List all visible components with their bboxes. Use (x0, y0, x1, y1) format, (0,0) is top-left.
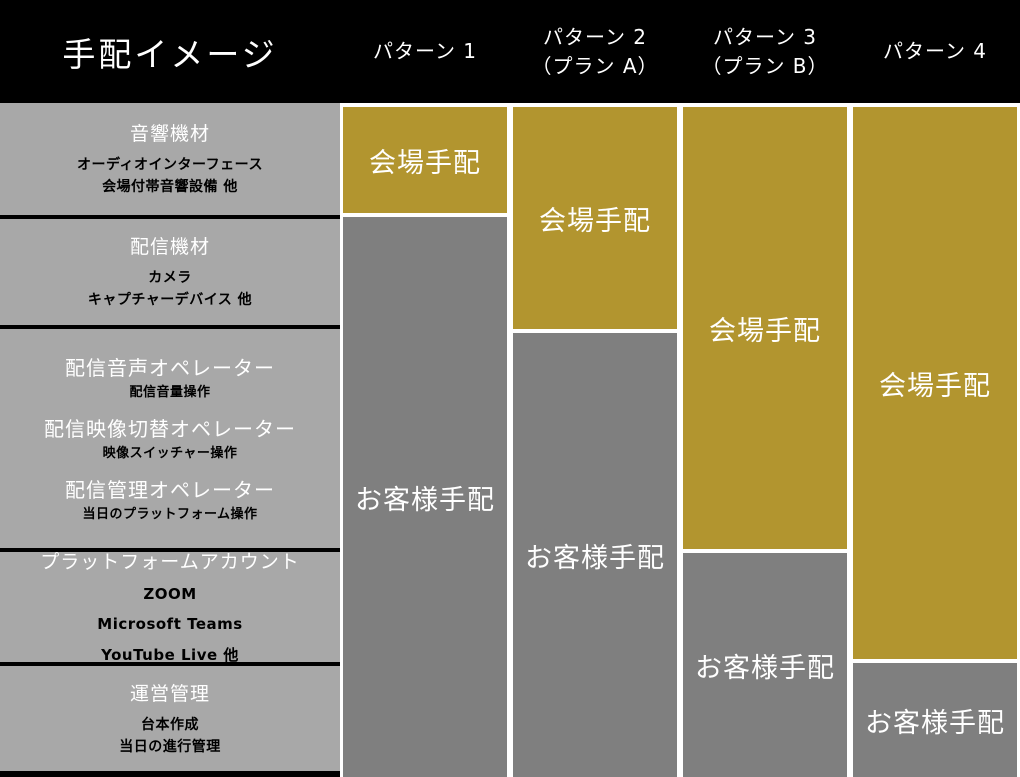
row-sub-item: YouTube Live 他 (101, 645, 239, 664)
pattern-2-venue-block: 会場手配 (513, 107, 677, 329)
row-sub-item: 台本作成 (141, 716, 199, 733)
pattern-1-header: パターン 1 (340, 0, 510, 103)
row-sub-item: キャプチャーデバイス 他 (87, 292, 253, 308)
pattern-4-label: パターン 4 (882, 39, 988, 63)
venue-block-label: 会場手配 (539, 205, 651, 237)
customer-block-label: お客様手配 (525, 542, 665, 574)
page-title: 手配イメージ (0, 0, 340, 103)
customer-block-label: お客様手配 (355, 484, 495, 516)
row-sub-item: 当日のプラットフォーム操作 (82, 507, 258, 523)
row-sub-item: ZOOM (143, 585, 197, 604)
venue-block-label: 会場手配 (879, 370, 991, 402)
row-sub-item: カメラ (148, 270, 192, 287)
row-operators: 配信音声オペレーター 配信音量操作 配信映像切替オペレーター 映像スイッチャー操… (0, 329, 340, 548)
row-heading: 配信機材 (129, 236, 210, 259)
pattern-2-label: パターン 2 (542, 24, 648, 49)
row-operations-management: 運営管理 台本作成 当日の進行管理 (0, 666, 340, 771)
row-audio-equipment: 音響機材 オーディオインターフェース 会場付帯音響設備 他 (0, 103, 340, 215)
row-sub-item: 当日の進行管理 (119, 738, 221, 755)
pattern-3-header: パターン 3 （プラン B） (680, 0, 850, 103)
pattern-1-venue-block: 会場手配 (343, 107, 507, 213)
row-platform-account: プラットフォームアカウント ZOOM Microsoft Teams YouTu… (0, 551, 340, 664)
pattern-4-header: パターン 4 (850, 0, 1020, 103)
operator-video-switch: 配信映像切替オペレーター 映像スイッチャー操作 (44, 413, 296, 464)
pattern-1-label: パターン 1 (372, 39, 478, 63)
pattern-3-customer-block: お客様手配 (683, 553, 847, 777)
customer-block-label: お客様手配 (865, 707, 1005, 739)
pattern-3-sublabel: （プラン B） (701, 53, 829, 78)
pattern-1-customer-block: お客様手配 (343, 217, 507, 777)
row-heading: 配信管理オペレーター (65, 478, 275, 503)
customer-block-label: お客様手配 (695, 652, 835, 684)
page-title-text: 手配イメージ (62, 34, 278, 74)
venue-block-label: 会場手配 (709, 315, 821, 347)
pattern-2-header: パターン 2 （プラン A） (510, 0, 680, 103)
pattern-2-sublabel: （プラン A） (531, 53, 659, 78)
venue-block-label: 会場手配 (369, 147, 481, 179)
row-sub-item: 会場付帯音響設備 他 (102, 179, 238, 195)
operator-management: 配信管理オペレーター 当日のプラットフォーム操作 (65, 474, 275, 525)
row-sub-item: 配信音量操作 (129, 384, 211, 400)
row-heading: 音響機材 (129, 123, 210, 146)
operator-audio: 配信音声オペレーター 配信音量操作 (65, 352, 275, 403)
row-sub-item: Microsoft Teams (97, 615, 243, 634)
row-heading: 配信映像切替オペレーター (44, 416, 296, 441)
pattern-4-customer-block: お客様手配 (853, 663, 1017, 777)
pattern-3-venue-block: 会場手配 (683, 107, 847, 549)
row-sub-item: オーディオインターフェース (77, 157, 263, 174)
row-heading: 運営管理 (129, 682, 210, 705)
row-heading: 配信音声オペレーター (65, 355, 275, 380)
pattern-2-customer-block: お客様手配 (513, 333, 677, 777)
row-streaming-equipment: 配信機材 カメラ キャプチャーデバイス 他 (0, 219, 340, 325)
pattern-3-label: パターン 3 (712, 24, 818, 49)
row-heading: プラットフォームアカウント (40, 551, 300, 574)
pattern-4-venue-block: 会場手配 (853, 107, 1017, 659)
row-sub-item: 映像スイッチャー操作 (102, 445, 238, 461)
